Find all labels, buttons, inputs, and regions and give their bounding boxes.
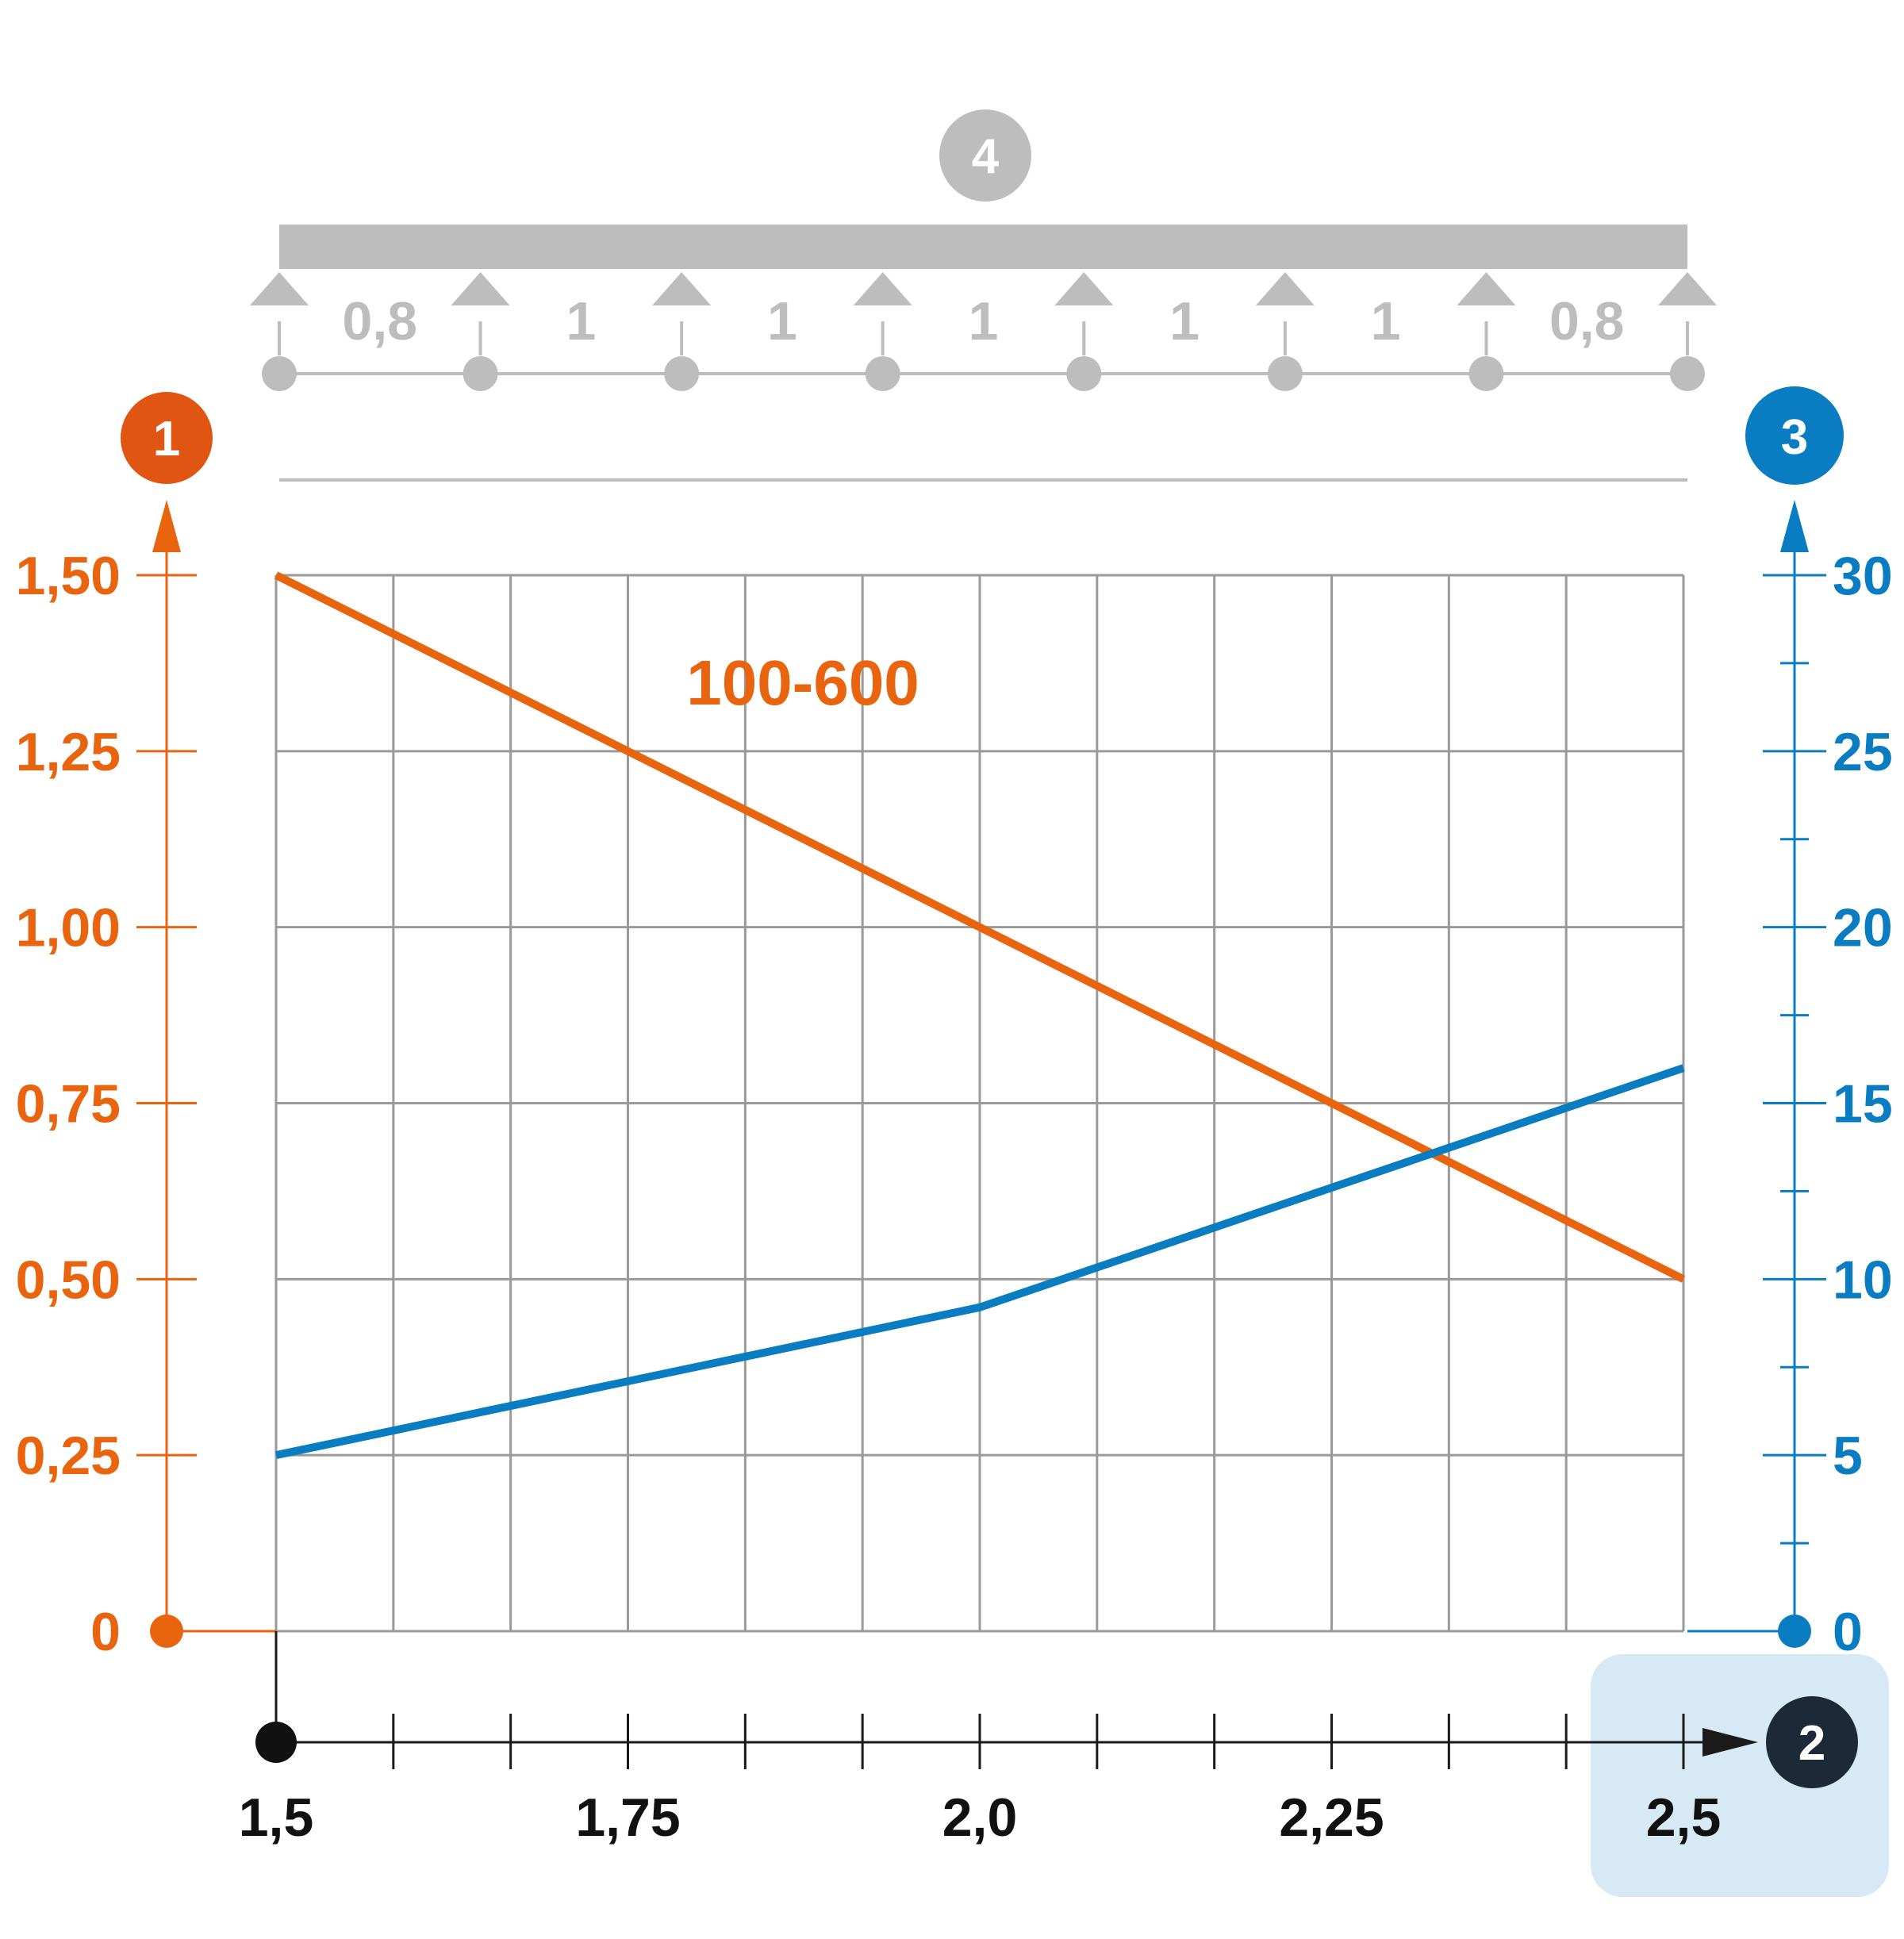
beam-support-triangle — [652, 272, 712, 305]
left-axis-origin-dot — [150, 1615, 183, 1648]
beam-diagram: 4 0,8 1 1 1 1 1 0,8 — [250, 109, 1717, 391]
right-axis-tick-label: 5 — [1833, 1426, 1863, 1486]
beam-support-triangle — [1658, 272, 1717, 305]
x-axis-arrow — [1702, 1728, 1758, 1757]
x-axis: 2 — [255, 1631, 1858, 1788]
beam-span-label: 1 — [566, 291, 596, 351]
beam-support-triangle — [1255, 272, 1315, 305]
badge-4-circle — [939, 109, 1031, 202]
x-axis-tick-label: 2,5 — [1646, 1787, 1722, 1848]
beam-support-dot — [664, 356, 700, 391]
beam-support-dot — [1066, 356, 1102, 391]
badge-2-label: 2 — [1798, 1716, 1825, 1771]
beam-support-dot — [865, 356, 900, 391]
right-axis-tick-label: 10 — [1833, 1250, 1893, 1310]
beam-support-dot — [1267, 356, 1303, 391]
series-group — [274, 571, 1686, 1460]
beam-support-triangle — [250, 272, 309, 305]
beam-support-dot — [1670, 356, 1705, 391]
beam-span-label: 1 — [1371, 291, 1401, 351]
beam-support-triangle — [1054, 272, 1114, 305]
x-axis-tick-label: 2,25 — [1279, 1787, 1384, 1848]
x-axis-tick-label: 2,0 — [942, 1787, 1018, 1848]
beam-support-dot — [262, 356, 297, 391]
left-axis-tick-label: 1,25 — [16, 722, 121, 782]
grid — [274, 574, 1685, 1633]
badge-1-label: 1 — [153, 412, 180, 467]
right-axis-tick-label: 15 — [1833, 1074, 1893, 1135]
right-axis-origin-dot — [1778, 1615, 1811, 1648]
right-axis: 3 — [1687, 386, 1844, 1648]
series-label: 100-600 — [686, 647, 919, 718]
badge-3-circle — [1745, 386, 1844, 485]
x-end-highlight — [1591, 1654, 1889, 1897]
beam-support-triangle — [1457, 272, 1516, 305]
left-axis-arrow — [152, 500, 181, 552]
left-axis-tick-label: 0 — [90, 1602, 121, 1662]
left-axis-tick-label: 0,50 — [16, 1250, 121, 1310]
left-axis: 1 — [121, 392, 276, 1648]
left-axis-tick-label: 0,25 — [16, 1426, 121, 1486]
x-axis-tick-label: 1,5 — [239, 1787, 314, 1848]
labels-group: 0 0,25 0,50 0,75 1,00 1,25 1,50 0 5 10 15 20 25 30 1,5… — [16, 546, 1893, 1848]
badge-1-circle — [121, 392, 213, 484]
right-axis-tick-label: 20 — [1833, 898, 1893, 958]
beam-span-label: 0,8 — [343, 291, 418, 351]
beam-span-label: 1 — [767, 291, 797, 351]
x-axis-tick-label: 1,75 — [575, 1787, 680, 1848]
badge-2-circle — [1766, 1696, 1858, 1788]
badge-4-label: 4 — [972, 129, 1000, 184]
beam-span-label: 1 — [1169, 291, 1200, 351]
right-axis-tick-label: 0 — [1833, 1602, 1863, 1662]
left-axis-tick-label: 0,75 — [16, 1074, 121, 1135]
beam-support-triangle — [451, 272, 510, 305]
beam-support-dot — [463, 356, 498, 391]
beam-span-label: 1 — [969, 291, 999, 351]
beam-bar — [279, 225, 1687, 269]
right-axis-tick-label: 25 — [1833, 722, 1893, 782]
left-axis-tick-label: 1,00 — [16, 898, 121, 958]
right-axis-arrow — [1780, 500, 1809, 552]
beam-support-dot — [1468, 356, 1504, 391]
right-axis-tick-label: 30 — [1833, 546, 1893, 606]
badge-3-label: 3 — [1781, 410, 1808, 465]
beam-support-triangle — [853, 272, 912, 305]
left-axis-tick-label: 1,50 — [16, 546, 121, 606]
x-axis-origin-dot — [255, 1722, 297, 1763]
beam-span-label: 0,8 — [1549, 291, 1625, 351]
